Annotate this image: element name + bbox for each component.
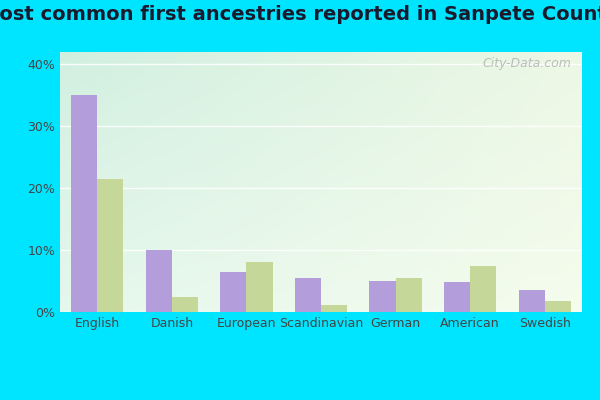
Bar xyxy=(146,250,172,312)
Bar xyxy=(220,272,247,312)
Bar xyxy=(172,296,198,312)
Text: City-Data.com: City-Data.com xyxy=(482,57,572,70)
Bar xyxy=(71,95,97,312)
Bar xyxy=(470,266,496,312)
Text: Most common first ancestries reported in Sanpete County: Most common first ancestries reported in… xyxy=(0,5,600,24)
Bar xyxy=(247,262,272,312)
Bar xyxy=(295,278,321,312)
Bar xyxy=(444,282,470,312)
Bar xyxy=(97,179,124,312)
Bar xyxy=(370,281,395,312)
Bar xyxy=(545,301,571,312)
Bar xyxy=(395,278,422,312)
Bar xyxy=(321,304,347,312)
Bar xyxy=(518,290,545,312)
